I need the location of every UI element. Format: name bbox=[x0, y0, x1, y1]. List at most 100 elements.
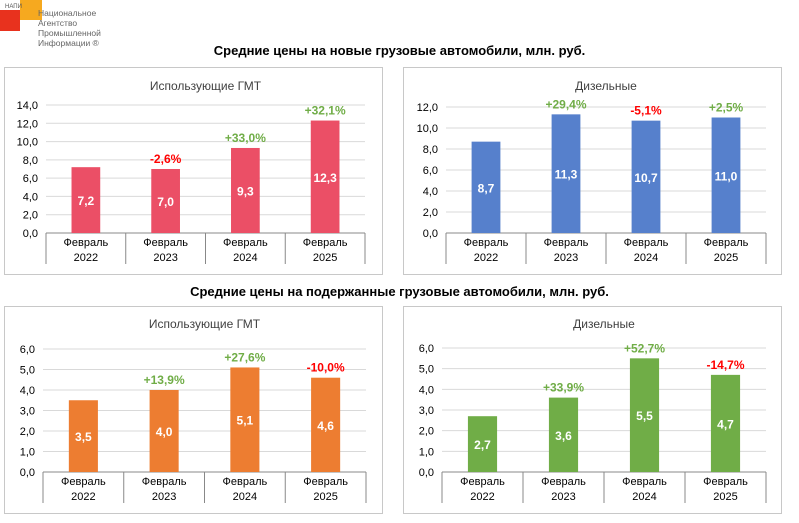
category-label-month: Февраль bbox=[544, 237, 589, 249]
bar bbox=[311, 377, 341, 472]
y-tick-label: 8,0 bbox=[423, 144, 438, 156]
y-tick-label: 2,0 bbox=[419, 426, 434, 438]
category-label-year: 2024 bbox=[233, 491, 257, 503]
y-tick-label: 3,0 bbox=[419, 405, 434, 417]
category-label-year: 2024 bbox=[634, 252, 658, 264]
change-label: +2,5% bbox=[709, 101, 744, 115]
y-tick-label: 6,0 bbox=[423, 165, 438, 177]
y-tick-label: 5,0 bbox=[20, 365, 35, 377]
y-tick-label: 5,0 bbox=[419, 364, 434, 376]
bar bbox=[230, 367, 260, 472]
y-tick-label: 0,0 bbox=[423, 228, 438, 240]
bar-value-label: 4,7 bbox=[717, 417, 734, 431]
bar-value-label: 5,1 bbox=[237, 414, 254, 428]
bar-value-label: 4,0 bbox=[156, 425, 173, 439]
category-label-year: 2022 bbox=[470, 491, 494, 503]
category-label-year: 2022 bbox=[474, 252, 498, 264]
change-label: +52,7% bbox=[624, 341, 665, 355]
logo-orange-square bbox=[20, 0, 42, 20]
category-label-year: 2023 bbox=[554, 252, 578, 264]
category-label-month: Февраль bbox=[143, 237, 188, 249]
category-label-month: Февраль bbox=[64, 237, 109, 249]
chart-title: Использующие ГМТ bbox=[150, 79, 262, 93]
category-label-month: Февраль bbox=[223, 476, 268, 488]
category-label-year: 2025 bbox=[714, 252, 738, 264]
y-tick-label: 14,0 bbox=[17, 100, 38, 112]
bar-value-label: 11,0 bbox=[715, 169, 738, 183]
section-title-new: Средние цены на новые грузовые автомобил… bbox=[213, 43, 586, 58]
bar bbox=[551, 114, 581, 233]
chart-svg: Использующие ГМТ 0,0 2,0 4,0 6,0 8,0 10,0 12,0 1… bbox=[17, 79, 366, 264]
bar-value-label: 3,5 bbox=[75, 430, 92, 444]
y-tick-label: 8,0 bbox=[23, 155, 38, 167]
category-label-year: 2025 bbox=[313, 252, 337, 264]
bar bbox=[471, 141, 501, 233]
y-tick-label: 1,0 bbox=[20, 447, 35, 459]
bar-value-label: 10,7 bbox=[634, 171, 658, 185]
category-label-month: Февраль bbox=[460, 476, 505, 488]
logo-red-square bbox=[0, 10, 20, 31]
bar bbox=[629, 358, 660, 472]
y-tick-label: 4,0 bbox=[423, 186, 438, 198]
y-tick-label: 1,0 bbox=[419, 446, 434, 458]
bar bbox=[310, 120, 340, 233]
category-label-year: 2023 bbox=[153, 252, 177, 264]
chart-title: Дизельные bbox=[573, 317, 635, 331]
category-label-year: 2024 bbox=[233, 252, 257, 264]
bar bbox=[711, 117, 741, 233]
change-label: +33,0% bbox=[225, 131, 266, 145]
chart-title: Использующие ГМТ bbox=[149, 317, 261, 331]
bar-value-label: 7,0 bbox=[157, 195, 174, 209]
category-label-year: 2025 bbox=[313, 491, 337, 503]
y-tick-label: 10,0 bbox=[417, 123, 438, 135]
y-tick-label: 2,0 bbox=[23, 210, 38, 222]
bar-value-label: 3,6 bbox=[555, 429, 572, 443]
bar bbox=[710, 374, 741, 472]
bar bbox=[71, 167, 101, 233]
change-label: +29,4% bbox=[545, 97, 586, 111]
chart-title: Дизельные bbox=[575, 79, 637, 93]
category-label-month: Февраль bbox=[142, 476, 187, 488]
category-label-year: 2023 bbox=[551, 491, 575, 503]
logo-abbrev: НАПИ bbox=[5, 4, 22, 10]
category-label-month: Февраль bbox=[223, 237, 268, 249]
change-label: -14,7% bbox=[706, 358, 744, 372]
chart-svg: Дизельные 0,0 2,0 4,0 6,0 8,0 10,0 12,0 8,7 Февра… bbox=[417, 79, 767, 264]
y-tick-label: 0,0 bbox=[23, 228, 38, 240]
category-label-year: 2023 bbox=[152, 491, 176, 503]
bar-value-label: 9,3 bbox=[237, 184, 254, 198]
category-label-year: 2022 bbox=[71, 491, 95, 503]
y-tick-label: 6,0 bbox=[23, 173, 38, 185]
chart-used-diesel: Дизельные 0,0 1,0 2,0 3,0 4,0 5,0 6,0 2,7 Февраль… bbox=[403, 306, 782, 514]
bar bbox=[548, 397, 579, 472]
y-tick-label: 3,0 bbox=[20, 406, 35, 418]
y-tick-label: 2,0 bbox=[423, 207, 438, 219]
bar-value-label: 4,6 bbox=[317, 419, 334, 433]
section-title-used: Средние цены на подержанные грузовые авт… bbox=[190, 284, 609, 299]
category-label-month: Февраль bbox=[303, 476, 348, 488]
category-label-month: Февраль bbox=[303, 237, 348, 249]
category-label-year: 2022 bbox=[74, 252, 98, 264]
chart-svg: Дизельные 0,0 1,0 2,0 3,0 4,0 5,0 6,0 2,7 Февраль… bbox=[419, 317, 767, 503]
y-tick-label: 4,0 bbox=[23, 191, 38, 203]
bar bbox=[151, 169, 180, 233]
bar-value-label: 12,3 bbox=[313, 171, 337, 185]
y-tick-label: 4,0 bbox=[20, 385, 35, 397]
chart-new-gmt: Использующие ГМТ 0,0 2,0 4,0 6,0 8,0 10,0 12,0 1… bbox=[4, 67, 383, 275]
bar-value-label: 5,5 bbox=[636, 409, 653, 423]
y-tick-label: 6,0 bbox=[419, 343, 434, 355]
y-tick-label: 2,0 bbox=[20, 426, 35, 438]
chart-svg: Использующие ГМТ 0,0 1,0 2,0 3,0 4,0 5,0 6,0 3,5… bbox=[20, 317, 367, 503]
category-label-month: Февраль bbox=[541, 476, 586, 488]
y-tick-label: 0,0 bbox=[419, 467, 434, 479]
bar bbox=[149, 390, 179, 472]
change-label: +33,9% bbox=[543, 381, 584, 395]
category-label-year: 2024 bbox=[632, 491, 656, 503]
chart-used-gmt: Использующие ГМТ 0,0 1,0 2,0 3,0 4,0 5,0 6,0 3,5… bbox=[4, 306, 383, 514]
bar bbox=[467, 416, 498, 472]
category-label-month: Февраль bbox=[622, 476, 667, 488]
category-label-month: Февраль bbox=[61, 476, 106, 488]
bar-value-label: 2,7 bbox=[474, 438, 491, 452]
y-tick-label: 10,0 bbox=[17, 137, 38, 149]
change-label: -10,0% bbox=[307, 361, 345, 375]
